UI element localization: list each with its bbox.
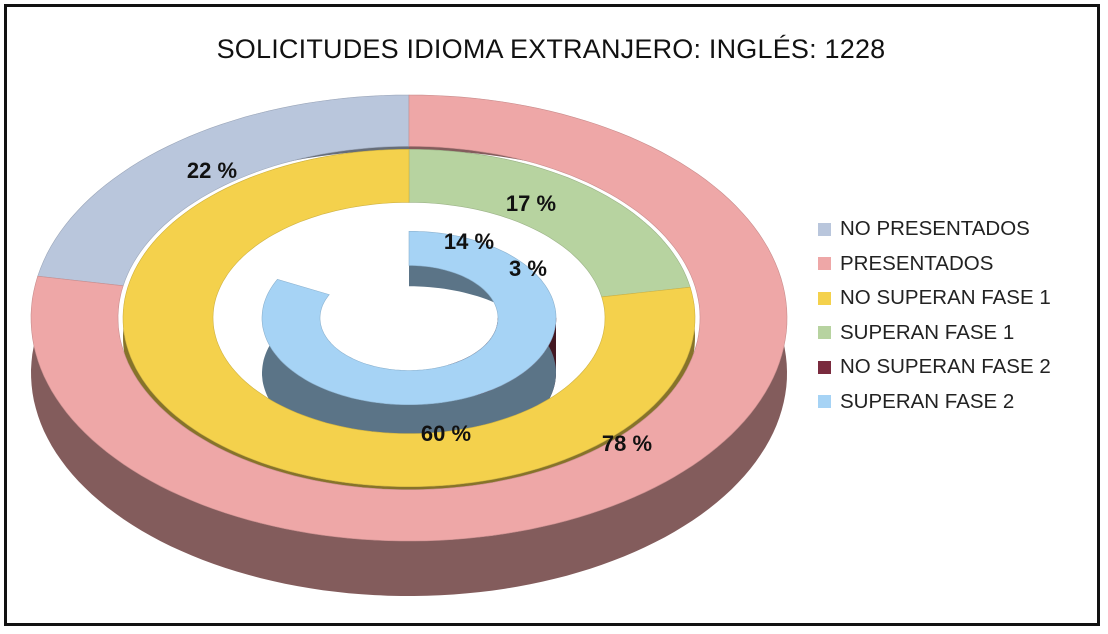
legend-swatch bbox=[818, 222, 831, 236]
middle-superan-fase-1-label: 17 % bbox=[506, 191, 556, 216]
legend-item-no-presentados: NO PRESENTADOS bbox=[818, 212, 1051, 247]
legend-label: SUPERAN FASE 1 bbox=[840, 320, 1015, 344]
legend-item-superan-fase-1: SUPERAN FASE 1 bbox=[818, 316, 1051, 351]
legend-label: PRESENTADOS bbox=[840, 251, 994, 275]
outer-no-presentados-label: 22 % bbox=[187, 158, 237, 183]
chart-legend: NO PRESENTADOS PRESENTADOS NO SUPERAN FASE… bbox=[818, 212, 1051, 419]
legend-swatch bbox=[818, 257, 831, 271]
inner-no-superan-fase-2-label: 3 % bbox=[509, 256, 547, 281]
legend-swatch bbox=[818, 326, 831, 340]
chart-title: SOLICITUDES IDIOMA EXTRANJERO: INGLÉS: 1… bbox=[216, 34, 886, 64]
legend-item-no-superan-fase-2: NO SUPERAN FASE 2 bbox=[818, 350, 1051, 385]
legend-swatch bbox=[818, 395, 831, 409]
legend-item-no-superan-fase-1: NO SUPERAN FASE 1 bbox=[818, 281, 1051, 316]
legend-label: NO PRESENTADOS bbox=[840, 217, 1030, 241]
outer-presentados-label: 78 % bbox=[602, 431, 652, 456]
legend-label: NO SUPERAN FASE 2 bbox=[840, 355, 1051, 379]
middle-no-superan-fase-1-label: 60 % bbox=[421, 421, 471, 446]
inner-superan-fase-2-slice bbox=[261, 231, 557, 405]
legend-item-superan-fase-2: SUPERAN FASE 2 bbox=[818, 385, 1051, 420]
legend-swatch bbox=[818, 360, 831, 374]
inner-superan-fase-2-label: 14 % bbox=[444, 229, 494, 254]
legend-item-presentados: PRESENTADOS bbox=[818, 247, 1051, 282]
legend-label: SUPERAN FASE 2 bbox=[840, 389, 1015, 413]
middle-no-superan-fase-1-slice bbox=[122, 148, 696, 487]
legend-label: NO SUPERAN FASE 1 bbox=[840, 286, 1051, 310]
legend-swatch bbox=[818, 291, 831, 305]
outer-presentados-slice bbox=[30, 94, 788, 542]
